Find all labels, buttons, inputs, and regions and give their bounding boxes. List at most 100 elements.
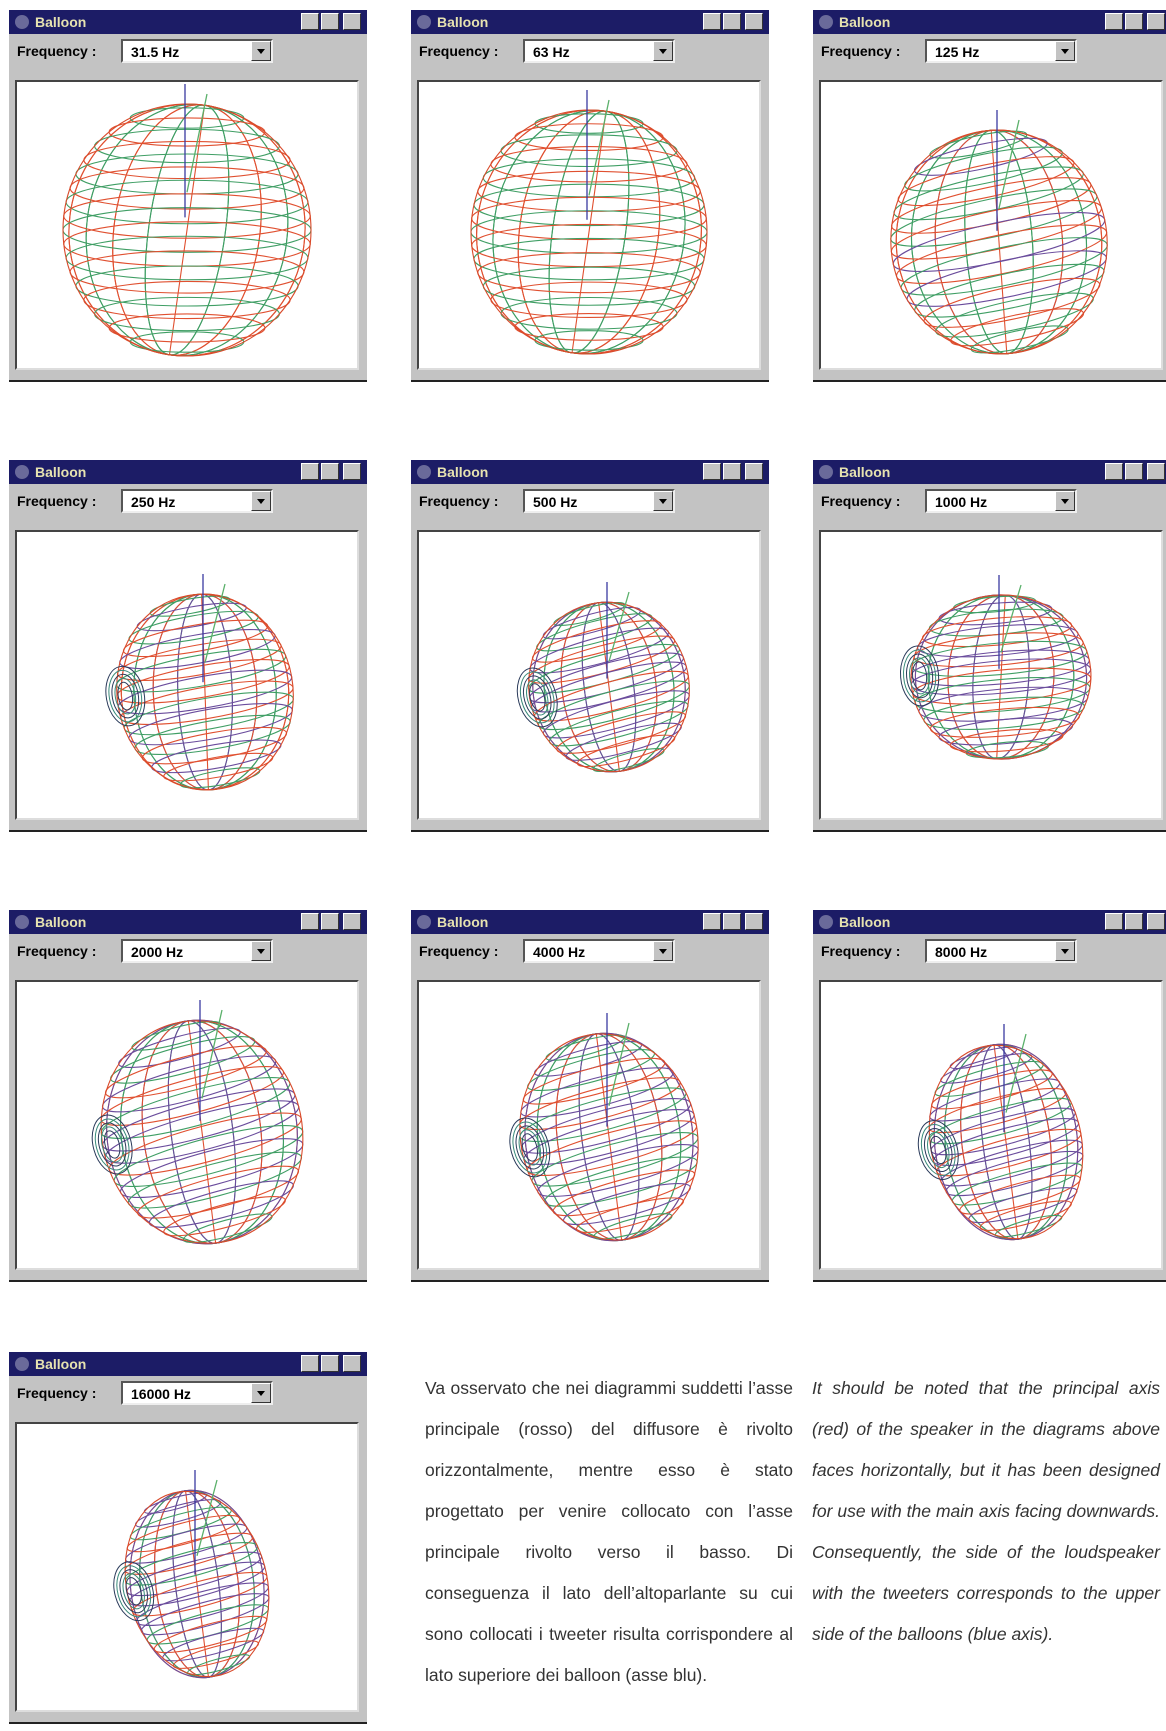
frequency-select[interactable]: 31.5 Hz [121,39,273,63]
maximize-button[interactable] [723,463,741,480]
wire [527,1049,656,1092]
dropdown-button[interactable] [1055,41,1075,61]
plot-area [417,80,761,370]
frequency-select[interactable]: 16000 Hz [121,1381,273,1405]
dropdown-button[interactable] [1055,491,1075,511]
frequency-select[interactable]: 125 Hz [925,39,1077,63]
frequency-select[interactable]: 500 Hz [523,489,675,513]
close-button[interactable] [343,463,361,480]
maximize-button[interactable] [1125,913,1143,930]
dropdown-button[interactable] [251,1383,271,1403]
dropdown-button[interactable] [251,941,271,961]
plot-area [417,980,761,1270]
window-title: Balloon [35,14,87,30]
dropdown-button[interactable] [653,941,673,961]
title-bar: Balloon [411,460,769,484]
green-axis [196,1479,218,1556]
close-button[interactable] [745,913,763,930]
window-title: Balloon [35,1356,87,1372]
dropdown-button[interactable] [251,41,271,61]
minimize-button[interactable] [301,1355,319,1372]
maximize-button[interactable] [1125,463,1143,480]
frequency-value: 250 Hz [131,494,176,510]
dropdown-button[interactable] [653,41,673,61]
wire [920,1124,956,1176]
frequency-label: Frequency : [419,493,499,509]
minimize-button[interactable] [703,913,721,930]
wire [153,1615,268,1654]
wire [75,265,299,307]
frequency-select[interactable]: 1000 Hz [925,489,1077,513]
window-icon [417,15,431,29]
balloon-plot [509,1013,699,1242]
frequency-select[interactable]: 63 Hz [523,39,675,63]
wire [128,610,259,645]
close-button[interactable] [1147,463,1165,480]
minimize-button[interactable] [301,463,319,480]
minimize-button[interactable] [1105,463,1123,480]
frequency-select[interactable]: 8000 Hz [925,939,1077,963]
close-button[interactable] [343,913,361,930]
maximize-button[interactable] [321,1355,339,1372]
balloon [899,594,1092,760]
title-bar: Balloon [9,460,367,484]
wire [953,595,1037,614]
wire [116,1565,152,1618]
window-icon [819,915,833,929]
wire [113,1561,155,1622]
title-bar: Balloon [813,10,1166,34]
close-button[interactable] [343,1355,361,1372]
balloon [91,1019,304,1245]
maximize-button[interactable] [321,13,339,30]
title-bar: Balloon [9,1352,367,1376]
balloon-window: Balloon Frequency : 16000 Hz [9,1352,367,1724]
balloon-window: Balloon Frequency : 125 Hz [813,10,1166,382]
wire [102,1088,296,1152]
window-title: Balloon [839,464,891,480]
frequency-select[interactable]: 4000 Hz [523,939,675,963]
close-button[interactable] [343,13,361,30]
wire [899,645,940,707]
window-icon [15,15,29,29]
wire [94,1118,130,1171]
minimize-button[interactable] [301,13,319,30]
window-icon [15,465,29,479]
wire [482,158,696,198]
frequency-select[interactable]: 2000 Hz [121,939,273,963]
window-title: Balloon [35,914,87,930]
minimize-button[interactable] [1105,13,1123,30]
wire [519,1033,699,1241]
green-axis [1005,1033,1027,1113]
maximize-button[interactable] [321,463,339,480]
maximize-button[interactable] [1125,13,1143,30]
window-icon [819,465,833,479]
close-button[interactable] [745,463,763,480]
frequency-select[interactable]: 250 Hz [121,489,273,513]
balloon-plot [470,90,708,355]
wire [526,679,549,716]
close-button[interactable] [745,13,763,30]
wire [512,1121,548,1174]
wire [531,620,662,663]
dropdown-button[interactable] [1055,941,1075,961]
close-button[interactable] [1147,913,1165,930]
toolbar: Frequency : 63 Hz [411,34,769,72]
wire [151,739,282,774]
dropdown-button[interactable] [653,491,673,511]
wire [125,1577,142,1606]
minimize-button[interactable] [301,913,319,930]
balloon [470,109,708,355]
dropdown-button[interactable] [251,491,271,511]
minimize-button[interactable] [703,463,721,480]
close-button[interactable] [1147,13,1165,30]
minimize-button[interactable] [1105,913,1123,930]
maximize-button[interactable] [723,13,741,30]
maximize-button[interactable] [723,913,741,930]
wire [477,252,701,294]
toolbar: Frequency : 2000 Hz [9,934,367,972]
title-bar: Balloon [9,910,367,934]
english-text: It should be noted that the principal ax… [812,1378,1160,1644]
maximize-button[interactable] [321,913,339,930]
frequency-label: Frequency : [821,943,901,959]
minimize-button[interactable] [703,13,721,30]
